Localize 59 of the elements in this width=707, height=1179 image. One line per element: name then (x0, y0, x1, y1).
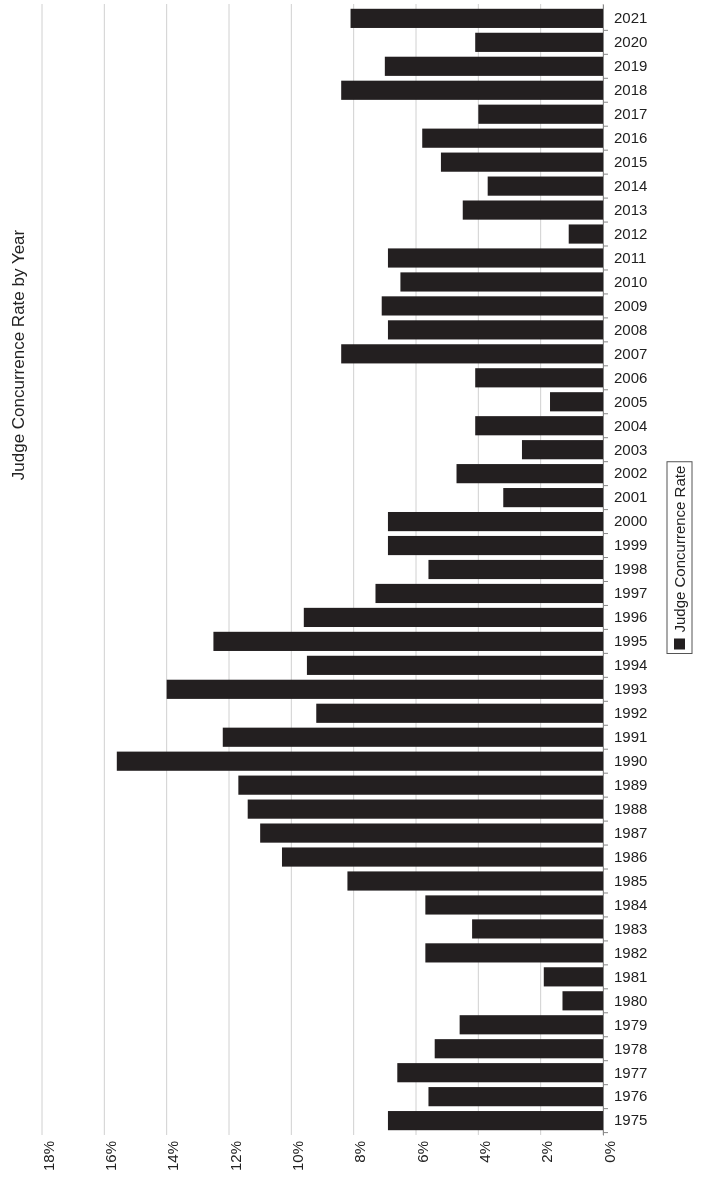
y-tick-label: 1984 (614, 895, 648, 913)
y-tick-label: 2017 (614, 105, 648, 123)
x-tick-label: 0% (600, 1141, 618, 1163)
y-tick-label: 2003 (614, 440, 648, 458)
y-tick-label: 2013 (614, 200, 648, 218)
text: Judge Concurrence Rate (671, 465, 688, 633)
y-tick-label: 2015 (614, 152, 648, 170)
y-tick-label: 1985 (614, 871, 648, 889)
y-tick-label: 2007 (614, 344, 648, 362)
y-tick-label: 1976 (614, 1087, 648, 1105)
y-tick-label: 1977 (614, 1063, 648, 1081)
x-tick-label: 14% (164, 1141, 182, 1172)
y-tick-label: 1992 (614, 704, 648, 722)
y-tick-label: 1990 (614, 751, 648, 769)
y-tick-label: 1997 (614, 584, 648, 602)
y-tick-label: 1989 (614, 775, 648, 793)
y-tick-label: 1980 (614, 991, 648, 1009)
x-tick-label: 12% (226, 1141, 244, 1172)
text: Judge Concurrence Rate by Year (9, 229, 28, 481)
y-tick-label: 1979 (614, 1015, 648, 1033)
y-tick-label: 2001 (614, 488, 648, 506)
y-tick-label: 1995 (614, 632, 648, 650)
y-tick-label: 1996 (614, 608, 648, 626)
y-tick-label: 1999 (614, 536, 648, 554)
y-tick-label: 1978 (614, 1039, 648, 1057)
y-tick-label: 2002 (614, 464, 648, 482)
y-tick-label: 2010 (614, 272, 648, 290)
y-tick-label: 1982 (614, 943, 648, 961)
y-tick-label: 2012 (614, 224, 648, 242)
y-tick-label: 2004 (614, 416, 648, 434)
x-tick-label: 8% (351, 1141, 369, 1163)
y-tick-label: 1983 (614, 919, 648, 937)
x-tick-label: 4% (476, 1141, 494, 1163)
y-tick-label: 2008 (614, 320, 648, 338)
y-tick-label: 1991 (614, 728, 648, 746)
y-tick-label: 1998 (614, 560, 648, 578)
y-tick-label: 1986 (614, 847, 648, 865)
y-tick-label: 1994 (614, 656, 648, 674)
y-tick-label: 2020 (614, 33, 648, 51)
y-tick-label: 1993 (614, 680, 648, 698)
y-tick-label: 1987 (614, 823, 648, 841)
y-tick-label: 2000 (614, 512, 648, 530)
y-tick-label: 1975 (614, 1111, 648, 1129)
y-tick-label: 2014 (614, 176, 648, 194)
x-tick-label: 6% (413, 1141, 431, 1163)
y-tick-label: 2021 (614, 9, 648, 27)
y-tick-label: 2019 (614, 57, 648, 75)
x-tick-label: 2% (538, 1141, 556, 1163)
y-tick-label: 2005 (614, 392, 648, 410)
x-tick-label: 10% (289, 1141, 307, 1172)
y-tick-label: 2018 (614, 81, 648, 99)
x-tick-label: 18% (39, 1141, 57, 1172)
y-tick-label: 1981 (614, 967, 648, 985)
x-tick-label: 16% (102, 1141, 120, 1172)
y-tick-label: 1988 (614, 799, 648, 817)
y-tick-label: 2011 (614, 248, 647, 266)
y-tick-label: 2016 (614, 128, 648, 146)
y-tick-label: 2006 (614, 368, 648, 386)
y-tick-label: 2009 (614, 296, 648, 314)
